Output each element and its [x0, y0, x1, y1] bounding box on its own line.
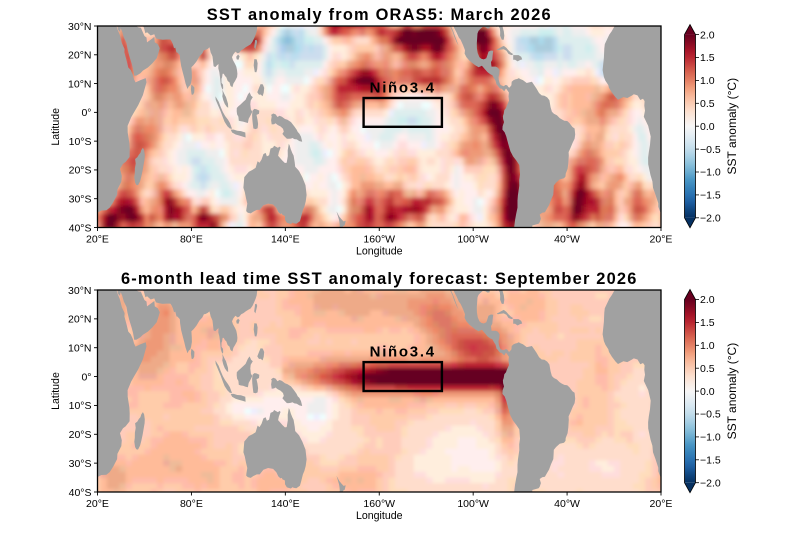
svg-text:0°: 0°: [81, 107, 91, 119]
svg-text:Latitude: Latitude: [50, 108, 62, 146]
svg-text:1.0: 1.0: [700, 340, 715, 352]
svg-text:0.0: 0.0: [700, 386, 715, 398]
svg-text:20°S: 20°S: [69, 165, 92, 177]
svg-text:−1.5: −1.5: [700, 190, 721, 202]
svg-text:Latitude: Latitude: [50, 372, 62, 410]
svg-text:30°N: 30°N: [68, 285, 91, 297]
svg-text:20°N: 20°N: [68, 314, 91, 326]
svg-text:−0.5: −0.5: [700, 409, 721, 421]
svg-text:30°S: 30°S: [69, 458, 92, 470]
svg-text:2.0: 2.0: [700, 29, 715, 41]
svg-text:Longitude: Longitude: [356, 246, 403, 258]
svg-text:0.5: 0.5: [700, 98, 715, 110]
svg-text:10°S: 10°S: [69, 136, 92, 148]
svg-text:100°W: 100°W: [457, 498, 489, 510]
svg-text:160°W: 160°W: [363, 498, 395, 510]
svg-text:20°E: 20°E: [86, 498, 109, 510]
svg-text:160°W: 160°W: [363, 234, 395, 246]
svg-text:−1.0: −1.0: [700, 167, 721, 179]
svg-text:10°N: 10°N: [68, 343, 91, 355]
svg-text:6-month lead time SST anomaly: 6-month lead time SST anomaly forecast: …: [121, 270, 638, 288]
svg-text:40°W: 40°W: [554, 498, 580, 510]
svg-text:1.5: 1.5: [700, 317, 715, 329]
svg-text:0.0: 0.0: [700, 121, 715, 133]
svg-text:SST anomaly (°C): SST anomaly (°C): [725, 78, 739, 175]
svg-text:−0.5: −0.5: [700, 144, 721, 156]
svg-text:20°E: 20°E: [86, 234, 109, 246]
svg-text:1.0: 1.0: [700, 75, 715, 87]
svg-text:−2.0: −2.0: [700, 213, 721, 225]
svg-text:Niño3.4: Niño3.4: [370, 344, 436, 361]
svg-text:0.5: 0.5: [700, 363, 715, 375]
svg-text:80°E: 80°E: [180, 234, 203, 246]
svg-text:−1.0: −1.0: [700, 432, 721, 444]
svg-text:30°N: 30°N: [68, 21, 91, 33]
svg-text:0°: 0°: [81, 371, 91, 383]
svg-text:40°S: 40°S: [69, 487, 92, 499]
svg-text:80°E: 80°E: [180, 498, 203, 510]
svg-text:−1.5: −1.5: [700, 455, 721, 467]
svg-text:Longitude: Longitude: [356, 510, 403, 522]
svg-text:10°S: 10°S: [69, 400, 92, 412]
svg-text:20°E: 20°E: [650, 234, 673, 246]
svg-text:20°S: 20°S: [69, 429, 92, 441]
svg-text:30°S: 30°S: [69, 194, 92, 206]
svg-text:10°N: 10°N: [68, 78, 91, 90]
svg-text:SST anomaly (°C): SST anomaly (°C): [725, 343, 739, 440]
svg-text:100°W: 100°W: [457, 234, 489, 246]
svg-text:40°S: 40°S: [69, 222, 92, 234]
svg-text:−2.0: −2.0: [700, 477, 721, 489]
svg-text:20°E: 20°E: [650, 498, 673, 510]
svg-text:40°W: 40°W: [554, 234, 580, 246]
svg-text:2.0: 2.0: [700, 294, 715, 306]
svg-text:SST anomaly from ORAS5: March: SST anomaly from ORAS5: March 2026: [207, 6, 552, 24]
svg-text:20°N: 20°N: [68, 50, 91, 62]
svg-text:140°E: 140°E: [271, 234, 300, 246]
svg-text:1.5: 1.5: [700, 52, 715, 64]
svg-text:140°E: 140°E: [271, 498, 300, 510]
svg-text:Niño3.4: Niño3.4: [370, 80, 436, 97]
